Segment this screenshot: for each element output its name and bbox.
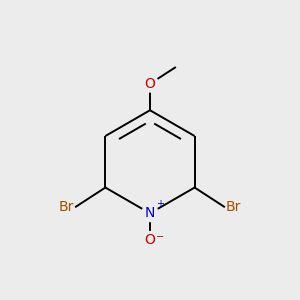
Text: O: O: [145, 77, 155, 91]
Text: O: O: [145, 233, 155, 247]
Text: +: +: [156, 199, 164, 208]
Text: N: N: [145, 206, 155, 220]
Circle shape: [142, 232, 158, 248]
Text: Br: Br: [226, 200, 241, 214]
Text: Br: Br: [59, 200, 74, 214]
Text: −: −: [156, 232, 164, 242]
Circle shape: [142, 76, 158, 92]
Circle shape: [142, 205, 158, 221]
